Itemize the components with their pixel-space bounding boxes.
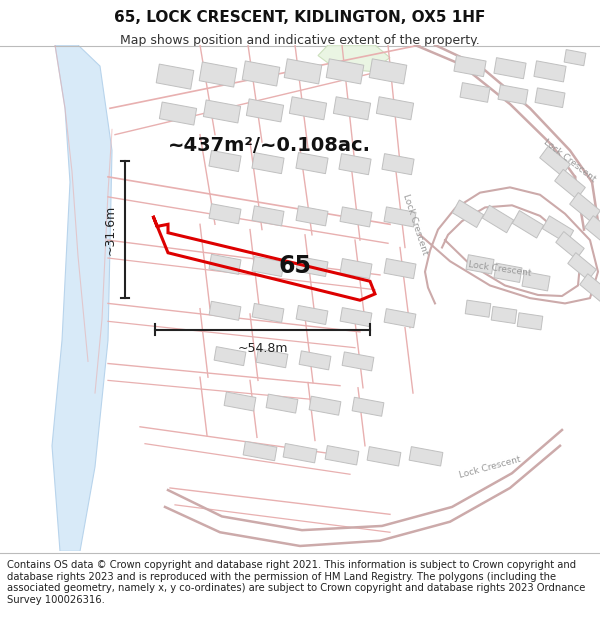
Polygon shape xyxy=(247,99,284,122)
Polygon shape xyxy=(252,256,284,276)
Polygon shape xyxy=(384,259,416,279)
Polygon shape xyxy=(256,349,288,368)
Polygon shape xyxy=(318,45,390,71)
Polygon shape xyxy=(296,256,328,276)
Polygon shape xyxy=(209,254,241,274)
Polygon shape xyxy=(535,88,565,107)
Polygon shape xyxy=(296,206,328,226)
Polygon shape xyxy=(382,154,414,175)
Polygon shape xyxy=(498,85,528,104)
Polygon shape xyxy=(209,301,241,320)
Polygon shape xyxy=(340,207,372,227)
Polygon shape xyxy=(289,97,326,120)
Polygon shape xyxy=(409,447,443,466)
Text: ~54.8m: ~54.8m xyxy=(237,342,288,356)
Polygon shape xyxy=(334,97,371,120)
Polygon shape xyxy=(556,231,584,259)
Polygon shape xyxy=(534,61,566,82)
Text: Contains OS data © Crown copyright and database right 2021. This information is : Contains OS data © Crown copyright and d… xyxy=(7,560,586,605)
Polygon shape xyxy=(252,206,284,226)
Polygon shape xyxy=(340,259,372,279)
Text: ~31.6m: ~31.6m xyxy=(104,204,117,255)
Text: Map shows position and indicative extent of the property.: Map shows position and indicative extent… xyxy=(120,34,480,47)
Polygon shape xyxy=(209,151,241,171)
Polygon shape xyxy=(580,274,600,301)
Polygon shape xyxy=(564,49,586,66)
Polygon shape xyxy=(52,45,112,551)
Polygon shape xyxy=(352,398,384,416)
Polygon shape xyxy=(522,272,550,291)
Polygon shape xyxy=(569,192,600,222)
Polygon shape xyxy=(224,392,256,411)
Polygon shape xyxy=(466,255,494,274)
Polygon shape xyxy=(517,312,543,330)
Polygon shape xyxy=(367,447,401,466)
Text: 65: 65 xyxy=(278,254,311,279)
Polygon shape xyxy=(252,303,284,322)
Polygon shape xyxy=(296,306,328,324)
Polygon shape xyxy=(209,204,241,224)
Polygon shape xyxy=(465,300,491,318)
Polygon shape xyxy=(284,59,322,84)
Polygon shape xyxy=(369,59,407,84)
Polygon shape xyxy=(454,56,486,77)
Text: Lock Crescent: Lock Crescent xyxy=(458,454,522,479)
Polygon shape xyxy=(296,152,328,174)
Polygon shape xyxy=(342,352,374,371)
Polygon shape xyxy=(339,154,371,175)
Text: Lock Crescent: Lock Crescent xyxy=(401,192,429,256)
Text: ~437m²/~0.108ac.: ~437m²/~0.108ac. xyxy=(168,136,371,155)
Polygon shape xyxy=(203,100,241,123)
Polygon shape xyxy=(326,59,364,84)
Polygon shape xyxy=(266,394,298,413)
Polygon shape xyxy=(384,309,416,328)
Polygon shape xyxy=(584,216,600,246)
Polygon shape xyxy=(460,82,490,102)
Polygon shape xyxy=(376,97,413,120)
Polygon shape xyxy=(242,61,280,86)
Polygon shape xyxy=(539,146,571,176)
Polygon shape xyxy=(452,200,484,228)
Polygon shape xyxy=(299,351,331,370)
Text: Lock Crescent: Lock Crescent xyxy=(542,138,598,184)
Polygon shape xyxy=(252,152,284,174)
Polygon shape xyxy=(542,216,574,243)
Polygon shape xyxy=(494,263,522,282)
Polygon shape xyxy=(160,102,197,125)
Polygon shape xyxy=(340,308,372,327)
Polygon shape xyxy=(512,211,544,238)
Polygon shape xyxy=(482,205,514,232)
Polygon shape xyxy=(283,444,317,463)
Polygon shape xyxy=(384,207,416,227)
Polygon shape xyxy=(214,347,246,366)
Polygon shape xyxy=(243,441,277,461)
Polygon shape xyxy=(199,62,237,87)
Polygon shape xyxy=(325,446,359,465)
Polygon shape xyxy=(309,396,341,415)
Text: 65, LOCK CRESCENT, KIDLINGTON, OX5 1HF: 65, LOCK CRESCENT, KIDLINGTON, OX5 1HF xyxy=(115,10,485,25)
Polygon shape xyxy=(554,169,586,199)
Text: Lock Crescent: Lock Crescent xyxy=(468,260,532,278)
Polygon shape xyxy=(156,64,194,89)
Polygon shape xyxy=(491,306,517,324)
Polygon shape xyxy=(494,58,526,79)
Polygon shape xyxy=(568,253,596,281)
